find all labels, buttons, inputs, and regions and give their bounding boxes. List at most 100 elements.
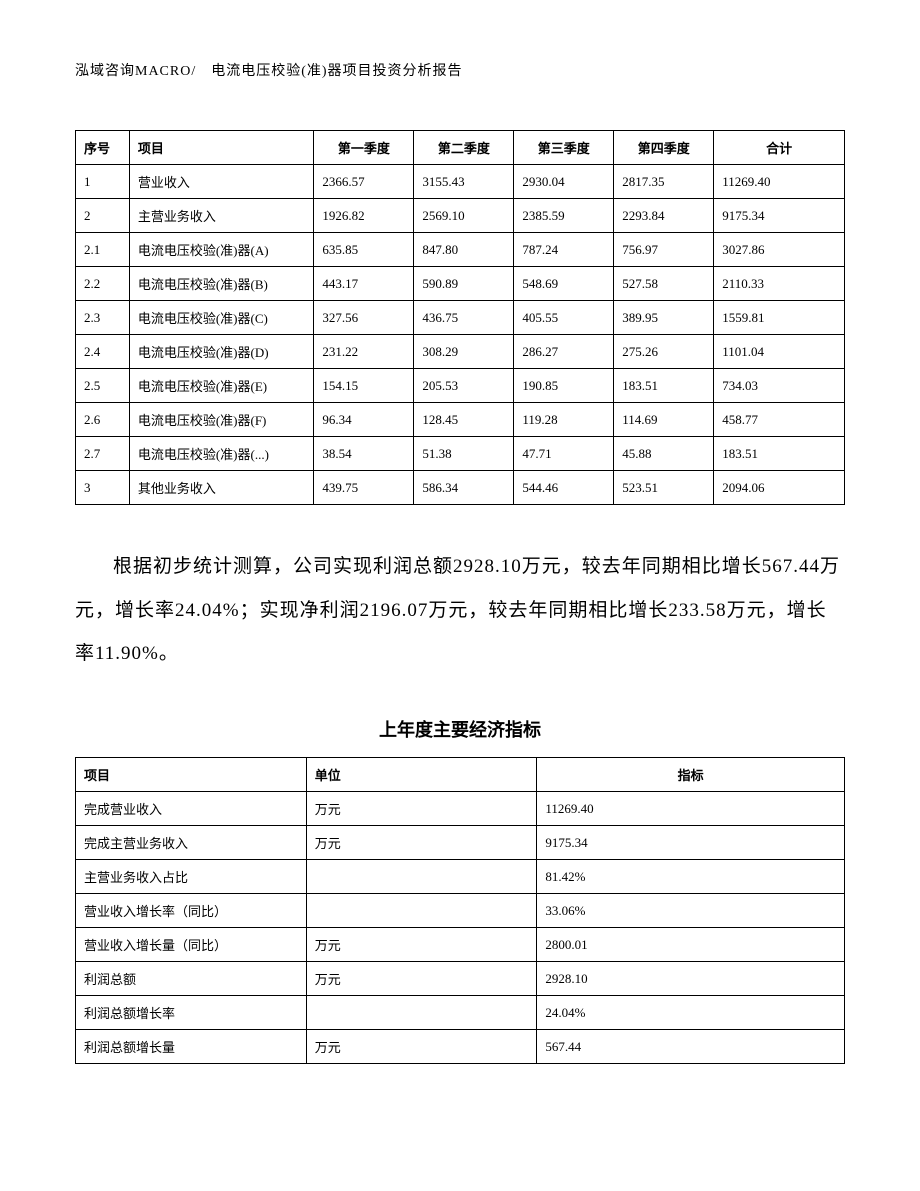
table-cell: 47.71 <box>514 437 614 471</box>
table-cell: 3 <box>76 471 130 505</box>
table-cell: 利润总额增长量 <box>76 1030 307 1064</box>
table-cell: 2110.33 <box>714 267 845 301</box>
table-cell <box>306 860 537 894</box>
table-cell: 45.88 <box>614 437 714 471</box>
table-cell: 万元 <box>306 1030 537 1064</box>
table-cell: 33.06% <box>537 894 845 928</box>
table-cell: 439.75 <box>314 471 414 505</box>
table-cell: 2800.01 <box>537 928 845 962</box>
table-cell: 万元 <box>306 792 537 826</box>
table-cell: 万元 <box>306 928 537 962</box>
table-cell: 1 <box>76 165 130 199</box>
table-row: 3其他业务收入439.75586.34544.46523.512094.06 <box>76 471 845 505</box>
table-cell: 51.38 <box>414 437 514 471</box>
table-row: 2.4电流电压校验(准)器(D)231.22308.29286.27275.26… <box>76 335 845 369</box>
table-cell: 436.75 <box>414 301 514 335</box>
table-cell: 2.2 <box>76 267 130 301</box>
table-cell: 1926.82 <box>314 199 414 233</box>
table-row: 2.2电流电压校验(准)器(B)443.17590.89548.69527.58… <box>76 267 845 301</box>
table-cell: 2293.84 <box>614 199 714 233</box>
table-cell: 275.26 <box>614 335 714 369</box>
table-cell: 万元 <box>306 826 537 860</box>
table-cell <box>306 996 537 1030</box>
table-row: 2.1电流电压校验(准)器(A)635.85847.80787.24756.97… <box>76 233 845 267</box>
table-cell: 590.89 <box>414 267 514 301</box>
col-header-item: 项目 <box>129 131 314 165</box>
col-header-seq: 序号 <box>76 131 130 165</box>
table-row: 2.6电流电压校验(准)器(F)96.34128.45119.28114.694… <box>76 403 845 437</box>
table-cell: 9175.34 <box>714 199 845 233</box>
table-cell: 2569.10 <box>414 199 514 233</box>
col-header-q1: 第一季度 <box>314 131 414 165</box>
table-cell: 营业收入增长率（同比） <box>76 894 307 928</box>
col-header-item: 项目 <box>76 758 307 792</box>
summary-paragraph: 根据初步统计测算，公司实现利润总额2928.10万元，较去年同期相比增长567.… <box>75 545 845 676</box>
table-row: 完成主营业务收入万元9175.34 <box>76 826 845 860</box>
table-cell: 电流电压校验(准)器(F) <box>129 403 314 437</box>
col-header-q2: 第二季度 <box>414 131 514 165</box>
table-cell: 营业收入 <box>129 165 314 199</box>
table-cell: 主营业务收入 <box>129 199 314 233</box>
table-row: 利润总额增长量万元567.44 <box>76 1030 845 1064</box>
table2-body: 完成营业收入万元11269.40完成主营业务收入万元9175.34主营业务收入占… <box>76 792 845 1064</box>
col-header-indicator: 指标 <box>537 758 845 792</box>
table-cell: 190.85 <box>514 369 614 403</box>
table-cell: 38.54 <box>314 437 414 471</box>
table-cell: 567.44 <box>537 1030 845 1064</box>
table-cell: 523.51 <box>614 471 714 505</box>
table-cell: 405.55 <box>514 301 614 335</box>
table-cell: 327.56 <box>314 301 414 335</box>
table-cell: 2.5 <box>76 369 130 403</box>
table-cell: 2 <box>76 199 130 233</box>
table-cell: 万元 <box>306 962 537 996</box>
table-cell: 443.17 <box>314 267 414 301</box>
table-cell: 231.22 <box>314 335 414 369</box>
table-cell: 96.34 <box>314 403 414 437</box>
table-cell: 756.97 <box>614 233 714 267</box>
table-cell: 847.80 <box>414 233 514 267</box>
table-cell: 电流电压校验(准)器(C) <box>129 301 314 335</box>
table-cell: 286.27 <box>514 335 614 369</box>
table-cell: 548.69 <box>514 267 614 301</box>
table-cell: 183.51 <box>614 369 714 403</box>
table-cell: 205.53 <box>414 369 514 403</box>
table-cell: 3155.43 <box>414 165 514 199</box>
table-cell: 586.34 <box>414 471 514 505</box>
table-cell: 787.24 <box>514 233 614 267</box>
table-cell: 544.46 <box>514 471 614 505</box>
table-cell: 458.77 <box>714 403 845 437</box>
table-cell: 2385.59 <box>514 199 614 233</box>
table-cell: 主营业务收入占比 <box>76 860 307 894</box>
table-cell: 114.69 <box>614 403 714 437</box>
table-cell: 9175.34 <box>537 826 845 860</box>
table-cell: 营业收入增长量（同比） <box>76 928 307 962</box>
table-row: 营业收入增长率（同比） 33.06% <box>76 894 845 928</box>
table2-title: 上年度主要经济指标 <box>75 716 845 742</box>
table-cell: 2094.06 <box>714 471 845 505</box>
table-cell: 3027.86 <box>714 233 845 267</box>
table-cell: 2366.57 <box>314 165 414 199</box>
table-cell: 734.03 <box>714 369 845 403</box>
quarterly-revenue-table: 序号 项目 第一季度 第二季度 第三季度 第四季度 合计 1营业收入2366.5… <box>75 130 845 505</box>
table-cell: 电流电压校验(准)器(E) <box>129 369 314 403</box>
table-header-row: 项目 单位 指标 <box>76 758 845 792</box>
table-row: 2主营业务收入1926.822569.102385.592293.849175.… <box>76 199 845 233</box>
table-row: 1营业收入2366.573155.432930.042817.3511269.4… <box>76 165 845 199</box>
table-cell: 2930.04 <box>514 165 614 199</box>
table-cell <box>306 894 537 928</box>
table-cell: 2.6 <box>76 403 130 437</box>
table-cell: 2.7 <box>76 437 130 471</box>
col-header-q4: 第四季度 <box>614 131 714 165</box>
table-cell: 183.51 <box>714 437 845 471</box>
table-row: 2.5电流电压校验(准)器(E)154.15205.53190.85183.51… <box>76 369 845 403</box>
table-row: 主营业务收入占比 81.42% <box>76 860 845 894</box>
table-cell: 11269.40 <box>714 165 845 199</box>
table-cell: 其他业务收入 <box>129 471 314 505</box>
page-header: 泓域咨询MACRO/ 电流电压校验(准)器项目投资分析报告 <box>75 60 845 80</box>
table-cell: 电流电压校验(准)器(A) <box>129 233 314 267</box>
table1-body: 1营业收入2366.573155.432930.042817.3511269.4… <box>76 165 845 505</box>
table-cell: 81.42% <box>537 860 845 894</box>
table-row: 营业收入增长量（同比）万元2800.01 <box>76 928 845 962</box>
table-cell: 389.95 <box>614 301 714 335</box>
table-cell: 2.3 <box>76 301 130 335</box>
